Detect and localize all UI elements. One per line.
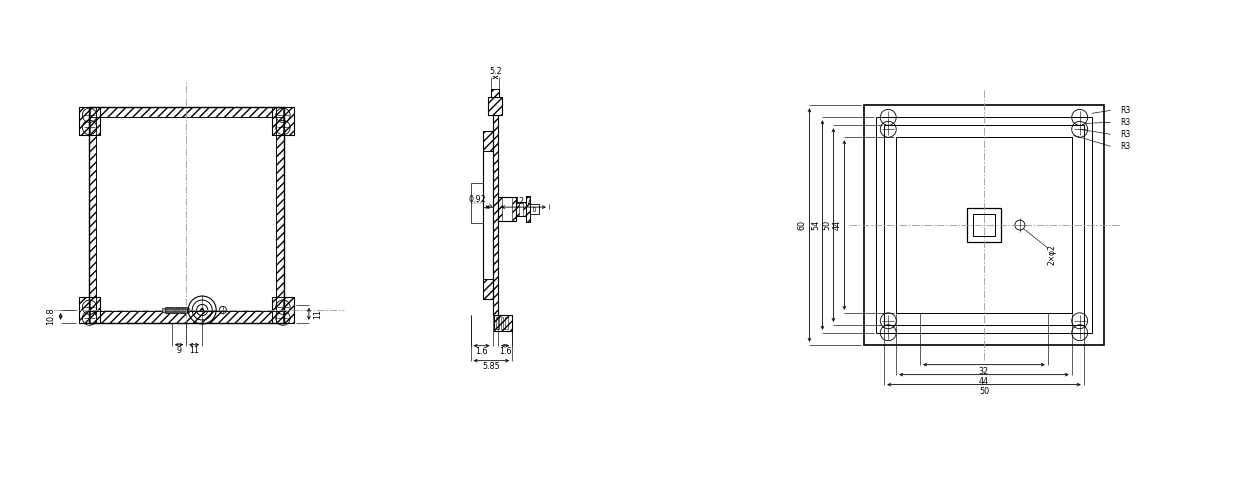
Bar xyxy=(494,315,513,331)
Bar xyxy=(505,317,508,329)
Text: 44: 44 xyxy=(979,377,989,386)
Text: 0.92: 0.92 xyxy=(469,196,491,207)
Bar xyxy=(530,204,539,214)
Bar xyxy=(489,98,503,115)
Bar xyxy=(78,107,101,135)
Bar xyxy=(88,311,284,323)
Circle shape xyxy=(200,308,204,312)
Bar xyxy=(491,90,499,98)
Bar xyxy=(513,197,516,221)
Bar xyxy=(532,207,535,212)
Bar xyxy=(78,297,101,323)
Bar xyxy=(526,196,530,222)
Text: R3: R3 xyxy=(1121,130,1131,139)
Text: R3: R3 xyxy=(1121,106,1131,115)
Text: 9: 9 xyxy=(177,346,182,355)
Bar xyxy=(165,307,188,313)
Bar xyxy=(498,197,516,221)
Bar xyxy=(88,311,284,323)
Bar xyxy=(470,183,483,223)
Bar xyxy=(276,107,284,323)
Bar xyxy=(896,137,1072,313)
Bar xyxy=(88,107,284,118)
Text: R3: R3 xyxy=(1121,142,1131,151)
Text: 11: 11 xyxy=(313,309,322,319)
Bar xyxy=(494,315,513,331)
Text: 10.8: 10.8 xyxy=(46,308,55,325)
Text: 60: 60 xyxy=(797,220,807,230)
Text: 32: 32 xyxy=(979,367,989,376)
Bar xyxy=(489,98,503,115)
Bar xyxy=(88,107,284,323)
Bar xyxy=(272,107,294,135)
Bar xyxy=(483,279,493,299)
Text: 1.6: 1.6 xyxy=(475,347,488,356)
Bar xyxy=(500,317,504,329)
Bar xyxy=(876,118,1092,333)
Bar xyxy=(78,297,101,323)
Bar xyxy=(973,214,995,236)
Text: 54: 54 xyxy=(811,220,820,230)
Bar xyxy=(88,107,97,323)
Bar xyxy=(493,115,498,315)
Bar xyxy=(272,297,294,323)
Text: R3: R3 xyxy=(1121,118,1131,127)
Bar xyxy=(865,105,1103,345)
Bar xyxy=(516,202,526,216)
Bar xyxy=(483,131,493,299)
Text: 5.2: 5.2 xyxy=(489,68,501,76)
Bar xyxy=(483,279,493,299)
Bar xyxy=(276,107,284,323)
Bar xyxy=(272,107,294,135)
Bar xyxy=(522,202,526,216)
Text: 2×φ2: 2×φ2 xyxy=(1047,245,1056,266)
Bar xyxy=(526,196,530,222)
Bar xyxy=(88,107,97,323)
Bar xyxy=(78,107,101,135)
Bar xyxy=(491,90,499,98)
Bar xyxy=(498,197,503,221)
Bar xyxy=(496,317,499,329)
Text: 11: 11 xyxy=(189,346,199,355)
Bar xyxy=(162,308,165,312)
Bar xyxy=(188,308,189,312)
Text: 50: 50 xyxy=(822,220,831,230)
Bar xyxy=(967,208,1001,242)
Bar xyxy=(493,115,498,315)
Text: 12.7: 12.7 xyxy=(515,197,532,206)
Text: 1.6: 1.6 xyxy=(499,347,511,356)
Bar xyxy=(483,131,493,151)
Bar xyxy=(884,125,1084,325)
Text: 44: 44 xyxy=(833,220,842,230)
Bar xyxy=(483,131,493,151)
Text: 5.85: 5.85 xyxy=(483,362,500,371)
Bar xyxy=(516,202,519,216)
Bar xyxy=(88,107,284,118)
Bar xyxy=(272,297,294,323)
Text: 50: 50 xyxy=(979,387,989,396)
